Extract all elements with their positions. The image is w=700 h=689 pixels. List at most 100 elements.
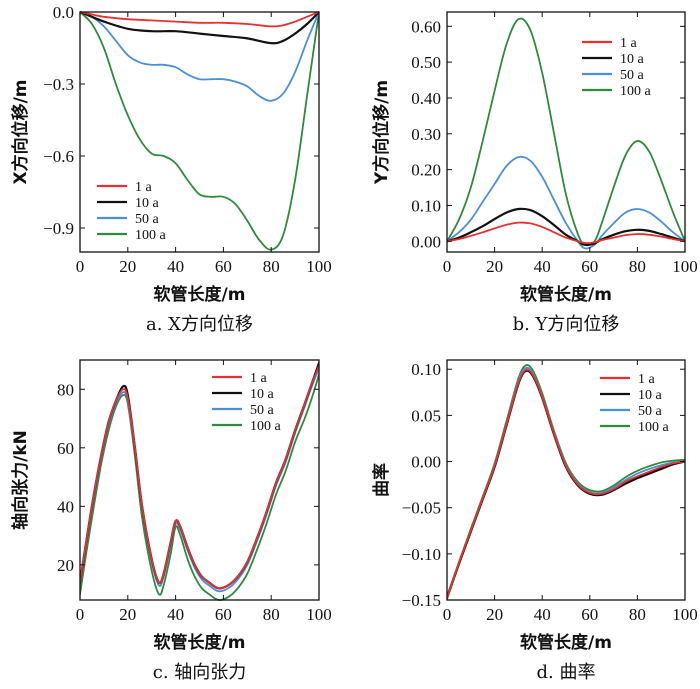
legend-label: 10 a (135, 196, 160, 211)
y-tick-label: 0.30 (411, 125, 441, 144)
y-tick-label: −0.05 (402, 499, 441, 518)
x-tick-label: 40 (167, 257, 184, 276)
legend-label: 50 a (620, 68, 645, 83)
legend-label: 1 a (135, 180, 153, 195)
x-axis-label: 软管长度/m (520, 284, 612, 305)
x-tick-label: 100 (672, 605, 698, 624)
y-tick-label: −0.3 (43, 75, 74, 94)
plot-frame (446, 11, 686, 253)
panel-caption: b. Y方向位移 (513, 314, 620, 335)
series-line-s100 (447, 17, 685, 247)
series-group (447, 17, 685, 250)
y-tick-label: 0.40 (411, 89, 441, 108)
series-line-s50 (447, 155, 685, 250)
x-tick-label: 80 (263, 257, 280, 276)
legend-label: 50 a (250, 403, 275, 418)
x-tick-label: 40 (167, 605, 184, 624)
x-tick-label: 0 (76, 257, 85, 276)
x-tick-label: 80 (629, 605, 646, 624)
series-group (80, 10, 319, 251)
y-axis-label: 曲率 (371, 463, 392, 497)
x-tick-label: 80 (629, 257, 646, 276)
y-tick-label: −0.15 (402, 591, 441, 610)
x-axis-label: 软管长度/m (520, 632, 612, 653)
series-line-s100 (80, 11, 319, 251)
series-line-s1 (447, 368, 685, 600)
y-tick-label: 0.10 (411, 360, 441, 379)
x-tick-label: 0 (76, 605, 85, 624)
x-tick-label: 60 (581, 605, 598, 624)
y-tick-label: −0.9 (43, 219, 74, 238)
legend-label: 50 a (135, 212, 160, 227)
x-tick-label: 60 (581, 257, 598, 276)
x-tick-label: 40 (534, 605, 551, 624)
series-group (80, 361, 319, 601)
y-tick-label: −0.6 (43, 147, 74, 166)
x-tick-label: 20 (486, 605, 503, 624)
chart-panel-a: 0 20 40 60 80 100 0.0 −0.3 −0.6 −0.9 软管长度/m X方向位移/m… (10, 3, 332, 335)
chart-panel-c: 0 20 40 60 80 100 20 40 60 80 软管长度/m 轴向张力/kN c. 轴向张力… (10, 359, 332, 683)
legend-label: 50 a (638, 404, 663, 419)
legend-label: 100 a (135, 228, 167, 243)
legend-label: 10 a (250, 387, 275, 402)
x-tick-label: 60 (215, 605, 232, 624)
panel-caption: a. X方向位移 (146, 314, 253, 335)
y-tick-label: 0.60 (411, 17, 441, 36)
x-tick-label: 100 (306, 257, 332, 276)
plot-frame (79, 359, 320, 601)
y-axis-label: Y方向位移/m (371, 80, 392, 185)
legend-label: 100 a (638, 420, 670, 435)
y-axis-label: 轴向张力/kN (10, 430, 31, 530)
x-tick-label: 100 (306, 605, 332, 624)
x-tick-label: 0 (443, 605, 452, 624)
series-line-s1 (80, 11, 319, 28)
series-line-s10 (447, 207, 685, 247)
x-tick-label: 20 (119, 257, 136, 276)
y-tick-label: 40 (57, 497, 74, 516)
series-line-s50 (80, 11, 319, 102)
y-tick-label: 0.05 (411, 406, 441, 425)
x-axis-label: 软管长度/m (154, 632, 246, 653)
x-tick-label: 80 (263, 605, 280, 624)
series-line-s10 (80, 10, 319, 45)
chart-panel-b: 0 20 40 60 80 100 0.00 0.10 0.20 0.30 0.40 0.50 0.60… (371, 11, 698, 335)
legend-label: 100 a (250, 419, 282, 434)
legend-label: 1 a (638, 372, 656, 387)
legend-label: 1 a (250, 371, 268, 386)
x-tick-label: 40 (534, 257, 551, 276)
chart-panel-d: 0 20 40 60 80 100 0.10 0.05 0.00 −0.05 −0.10 −0.15 软… (371, 359, 698, 683)
x-tick-label: 60 (215, 257, 232, 276)
legend-label: 100 a (620, 84, 652, 99)
y-tick-label: 0.0 (53, 3, 74, 22)
panel-caption: c. 轴向张力 (153, 662, 247, 683)
x-tick-label: 20 (486, 257, 503, 276)
y-tick-label: 0.50 (411, 53, 441, 72)
y-tick-label: 80 (57, 380, 74, 399)
x-tick-label: 20 (119, 605, 136, 624)
y-tick-label: −0.10 (402, 545, 441, 564)
legend-label: 10 a (620, 52, 645, 67)
y-tick-label: 0.00 (411, 232, 441, 251)
y-tick-label: 20 (57, 556, 74, 575)
series-group (447, 364, 685, 600)
series-line-s100 (80, 373, 319, 601)
x-tick-label: 100 (672, 257, 698, 276)
plot-frame (446, 359, 686, 601)
y-tick-label: 0.20 (411, 161, 441, 180)
legend-label: 1 a (620, 36, 638, 51)
series-line-s1 (80, 364, 319, 590)
plot-frame (79, 11, 320, 253)
x-axis-label: 软管长度/m (154, 284, 246, 305)
y-axis-label: X方向位移/m (10, 79, 31, 184)
y-tick-label: 60 (57, 439, 74, 458)
y-tick-label: 0.00 (411, 453, 441, 472)
y-tick-label: 0.10 (411, 196, 441, 215)
series-line-s1 (447, 221, 685, 244)
legend-label: 10 a (638, 388, 663, 403)
x-tick-label: 0 (443, 257, 452, 276)
